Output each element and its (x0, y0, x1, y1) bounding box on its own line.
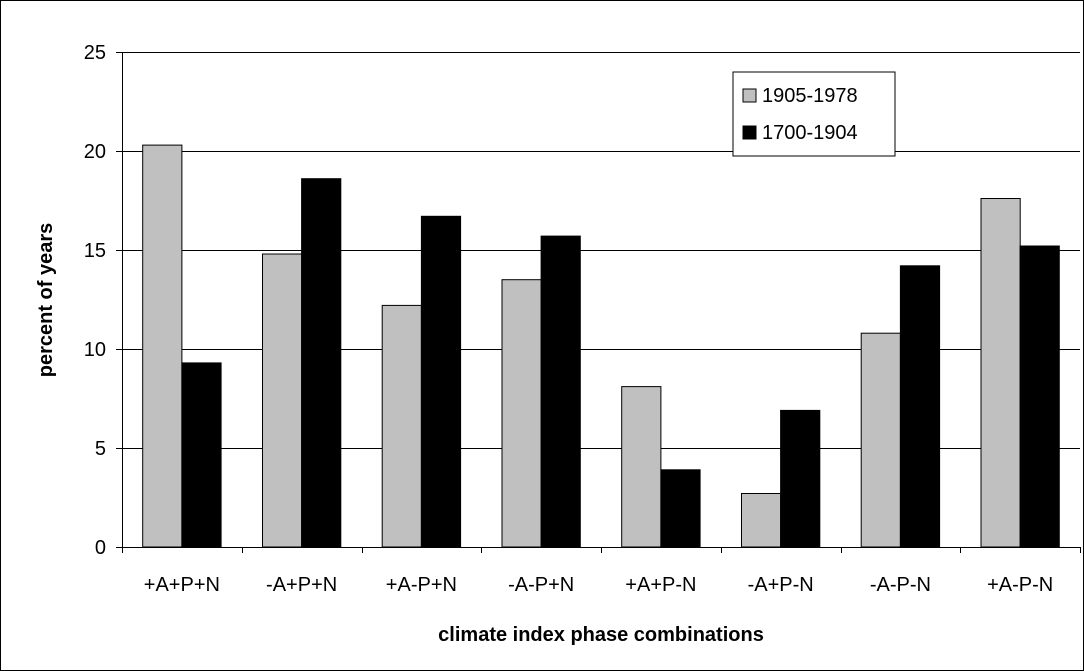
bar-1700-1904--A-P-N (899, 265, 941, 548)
bar-1905-1978--A+P+N (262, 253, 303, 548)
x-tick-labels: +A+P+N -A+P+N +A-P+N -A-P+N +A+P-N -A+P-N -A-P… (144, 574, 1053, 596)
x-tick-label: +A+P+N (144, 574, 220, 596)
bar-1905-1978--A-P+N (501, 279, 542, 548)
bar-1700-1904--A-P+N (540, 235, 581, 548)
x-tick-label: -A-P-N (870, 574, 931, 596)
y-tick-labels: 0 5 10 15 20 25 (84, 42, 106, 559)
x-tick-label: -A+P+N (266, 574, 337, 596)
y-tick-label: 25 (84, 42, 106, 64)
bar-1905-1978-+A+P+N (142, 144, 183, 548)
bar-1905-1978--A-P-N (860, 332, 901, 548)
y-tick-label: 10 (84, 339, 106, 361)
legend-swatch-1700-1904 (742, 125, 757, 140)
bar-1905-1978-+A+P-N (621, 386, 662, 548)
bar-1905-1978--A+P-N (741, 493, 782, 548)
legend-swatch-1905-1978 (742, 88, 757, 103)
y-tick-label: 15 (84, 240, 106, 262)
legend-box (732, 71, 896, 157)
bar-1700-1904-+A+P-N (660, 469, 701, 548)
y-tick-label: 0 (95, 537, 106, 559)
bar-1905-1978-+A-P+N (381, 304, 422, 548)
x-axis-title: climate index phase combinations (438, 624, 764, 646)
bar-1700-1904--A+P+N (301, 178, 342, 548)
x-tick-label: -A+P-N (748, 574, 814, 596)
x-tick-label: -A-P+N (508, 574, 574, 596)
bar-1905-1978-+A-P-N (980, 198, 1021, 548)
y-tick-label: 5 (95, 438, 106, 460)
axes (116, 52, 1081, 553)
x-tick-label: +A-P+N (386, 574, 457, 596)
legend-label-1700-1904: 1700-1904 (762, 122, 858, 144)
y-axis-title: percent of years (35, 223, 57, 378)
legend-label-1905-1978: 1905-1978 (762, 85, 858, 107)
y-tick-label: 20 (84, 141, 106, 163)
x-tick-label: +A+P-N (625, 574, 696, 596)
legend: 1905-1978 1700-1904 (732, 71, 896, 157)
bar-1700-1904-+A-P-N (1019, 245, 1060, 548)
bars (142, 144, 1060, 548)
bar-1700-1904-+A+P+N (181, 362, 222, 548)
bar-1700-1904-+A-P+N (420, 215, 462, 548)
bar-1700-1904--A+P-N (780, 409, 821, 548)
x-tick-label: +A-P-N (987, 574, 1053, 596)
